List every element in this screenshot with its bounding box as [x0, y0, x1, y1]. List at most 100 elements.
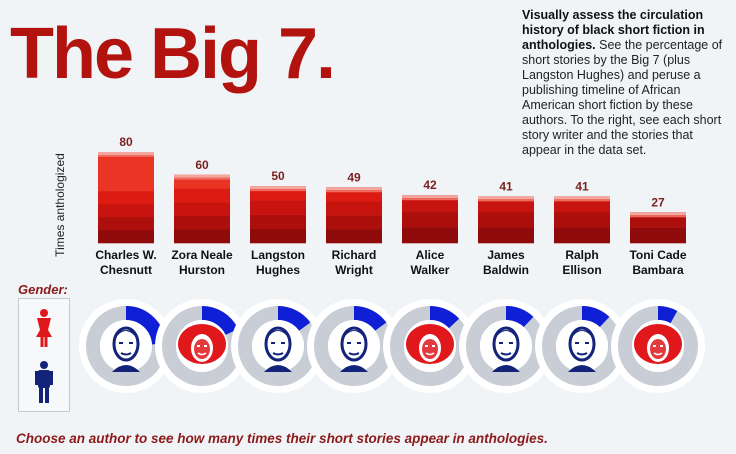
female-icon[interactable]: [36, 309, 52, 347]
male-icon[interactable]: [35, 361, 53, 403]
author-ring-6[interactable]: [535, 299, 629, 393]
bar-cap: [478, 196, 534, 200]
category-label: Toni Cade: [629, 248, 686, 262]
author-portrait-icon: [112, 326, 140, 372]
bar-segment: [554, 227, 610, 244]
category-label: Hughes: [256, 263, 300, 277]
ring-progress: [277, 306, 311, 332]
ring-progress: [201, 306, 239, 336]
bar-4[interactable]: [402, 195, 458, 244]
bar-5[interactable]: [478, 196, 534, 244]
bar-segment: [174, 202, 230, 216]
ring-progress: [353, 306, 387, 332]
bar-segment: [250, 200, 306, 215]
bar-segment: [326, 201, 382, 216]
description-lead: Visually assess the circulation history …: [522, 8, 705, 52]
bar-value-label: 49: [347, 170, 361, 184]
bar-segment: [554, 211, 610, 228]
category-label: Alice: [416, 248, 445, 262]
bar-3[interactable]: [326, 187, 382, 244]
bar-segment: [326, 215, 382, 230]
bar-segment: [402, 227, 458, 244]
bar-segment: [402, 211, 458, 228]
bar-segment: [478, 211, 534, 228]
gender-label: Gender:: [18, 282, 68, 297]
category-label: Wright: [335, 263, 373, 277]
description-body: See the percentage of short stories by t…: [522, 38, 723, 157]
bar-segment: [326, 229, 382, 244]
author-portrait-icon: [178, 324, 226, 364]
ring-progress: [657, 306, 678, 324]
author-ring-5[interactable]: [459, 299, 553, 393]
category-label: Hurston: [179, 263, 225, 277]
bar-cap: [98, 155, 154, 157]
bar-segment: [98, 217, 154, 231]
bar-1[interactable]: [174, 174, 230, 244]
category-label: James: [487, 248, 525, 262]
footer-instruction: Choose an author to see how many times t…: [16, 431, 548, 446]
bar-segment: [630, 227, 686, 244]
bar-0[interactable]: [98, 152, 154, 244]
bar-segment: [98, 204, 154, 218]
category-label: Walker: [411, 263, 450, 277]
bar-value-label: 60: [195, 158, 209, 172]
bar-7[interactable]: [630, 212, 686, 244]
bar-cap: [174, 177, 230, 180]
bar-value-label: 80: [119, 135, 133, 149]
author-ring-7[interactable]: [611, 299, 705, 393]
bar-segment: [98, 165, 154, 179]
bar-cap: [630, 215, 686, 218]
category-label: Ellison: [562, 263, 601, 277]
bar-cap: [402, 195, 458, 199]
ring-progress: [581, 306, 610, 328]
bar-segment: [174, 188, 230, 203]
category-label: Richard: [332, 248, 377, 262]
gender-icons: [35, 309, 53, 403]
bar-6[interactable]: [554, 196, 610, 244]
category-label: Chesnutt: [100, 263, 152, 277]
bar-cap: [402, 198, 458, 201]
bar-value-label: 50: [271, 169, 285, 183]
category-label: Baldwin: [483, 263, 529, 277]
bar-cap: [98, 152, 154, 155]
bar-segment: [174, 215, 230, 230]
author-portrait-icon: [264, 326, 292, 372]
bar-2[interactable]: [250, 186, 306, 244]
bar-segment: [250, 214, 306, 230]
bar-cap: [478, 199, 534, 202]
author-ring-0[interactable]: [79, 299, 173, 393]
bar-cap: [250, 189, 306, 192]
bar-cap: [630, 212, 686, 216]
bar-cap: [326, 190, 382, 193]
category-label: Bambara: [632, 263, 684, 277]
category-label: Langston: [251, 248, 305, 262]
bar-cap: [174, 174, 230, 178]
bar-segment: [98, 230, 154, 244]
author-portrait-icon: [568, 326, 596, 372]
page-title: The Big 7.: [10, 14, 336, 94]
bar-segment: [98, 191, 154, 205]
description: Visually assess the circulation history …: [522, 8, 730, 158]
ring-progress: [505, 306, 534, 328]
bar-value-label: 41: [499, 179, 513, 193]
gender-legend: [18, 298, 70, 412]
category-label: Charles W.: [95, 248, 156, 262]
bar-cap: [326, 187, 382, 191]
author-portrait-icon: [340, 326, 368, 372]
bar-value-label: 41: [575, 179, 589, 193]
author-ring-2[interactable]: [231, 299, 325, 393]
bar-segment: [174, 229, 230, 244]
bar-cap: [250, 186, 306, 190]
category-label: Ralph: [565, 248, 598, 262]
bar-segment: [250, 228, 306, 244]
bar-value-label: 27: [651, 195, 665, 209]
bar-segment: [98, 178, 154, 192]
ring-progress: [429, 306, 460, 329]
author-portrait-icon: [634, 324, 682, 364]
author-portrait-icon: [406, 324, 454, 364]
bar-value-label: 42: [423, 178, 437, 192]
bar-segment: [478, 227, 534, 244]
category-label: Zora Neale: [171, 248, 233, 262]
